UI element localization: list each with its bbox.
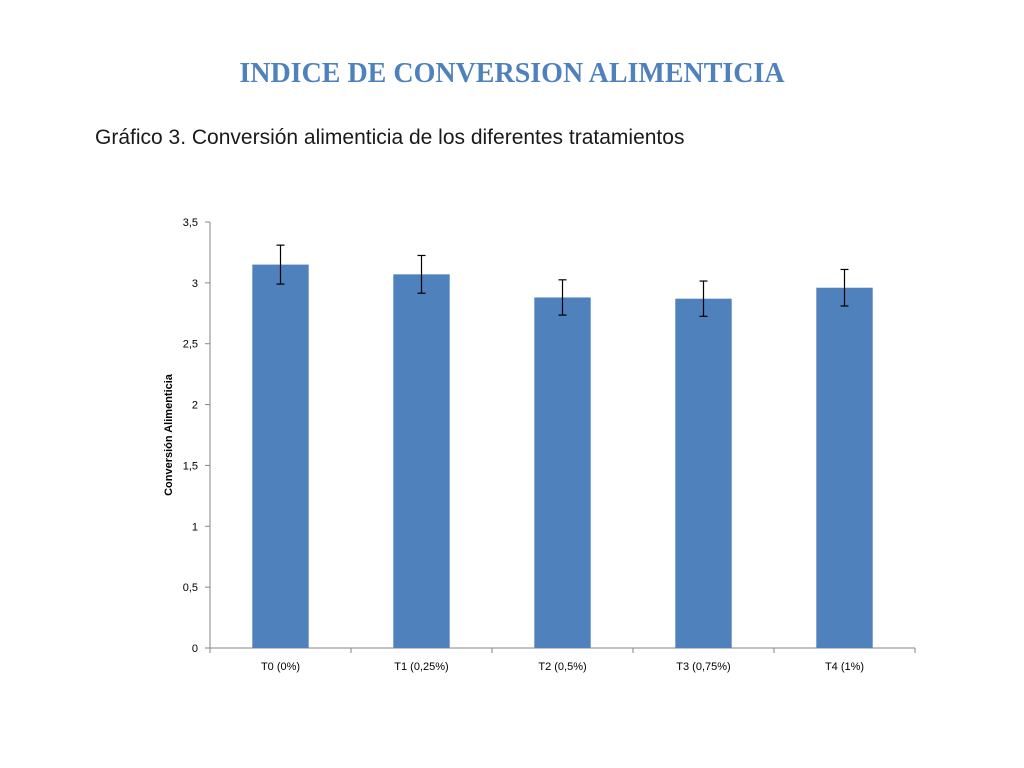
y-tick-label: 2 — [192, 400, 198, 412]
bar — [675, 298, 732, 648]
y-tick-label: 1,5 — [183, 460, 198, 472]
y-tick-label: 3 — [192, 278, 198, 290]
chart-caption: Gráfico 3. Conversión alimenticia de los… — [95, 126, 685, 149]
bar — [816, 287, 873, 648]
bars — [252, 264, 873, 648]
x-tick-label: T1 (0,25%) — [394, 661, 448, 673]
x-tick-label: T3 (0,75%) — [676, 661, 730, 673]
y-tick-label: 1 — [192, 521, 198, 533]
bar — [393, 274, 450, 648]
x-tick-label: T4 (1%) — [825, 661, 864, 673]
error-bars — [276, 244, 849, 317]
y-tick-label: 0,5 — [183, 582, 198, 594]
x-axis: T0 (0%) T1 (0,25%) T2 (0,5%) T3 (0,75%) T4 (… — [209, 647, 916, 673]
slide-title: INDICE DE CONVERSION ALIMENTICIA — [239, 58, 785, 89]
x-tick-label: T0 (0%) — [261, 661, 300, 673]
y-tick-label: 2,5 — [183, 339, 198, 351]
y-tick-label: 0 — [192, 643, 198, 655]
y-axis: 0 0,5 1 1,5 2 2,5 3 3,5 — [183, 217, 211, 655]
x-tick-label: T2 (0,5%) — [538, 661, 586, 673]
y-axis-title: Conversión Alimenticia — [163, 373, 175, 496]
bar — [534, 297, 591, 648]
y-tick-label: 3,5 — [183, 217, 198, 229]
bar — [252, 264, 309, 648]
